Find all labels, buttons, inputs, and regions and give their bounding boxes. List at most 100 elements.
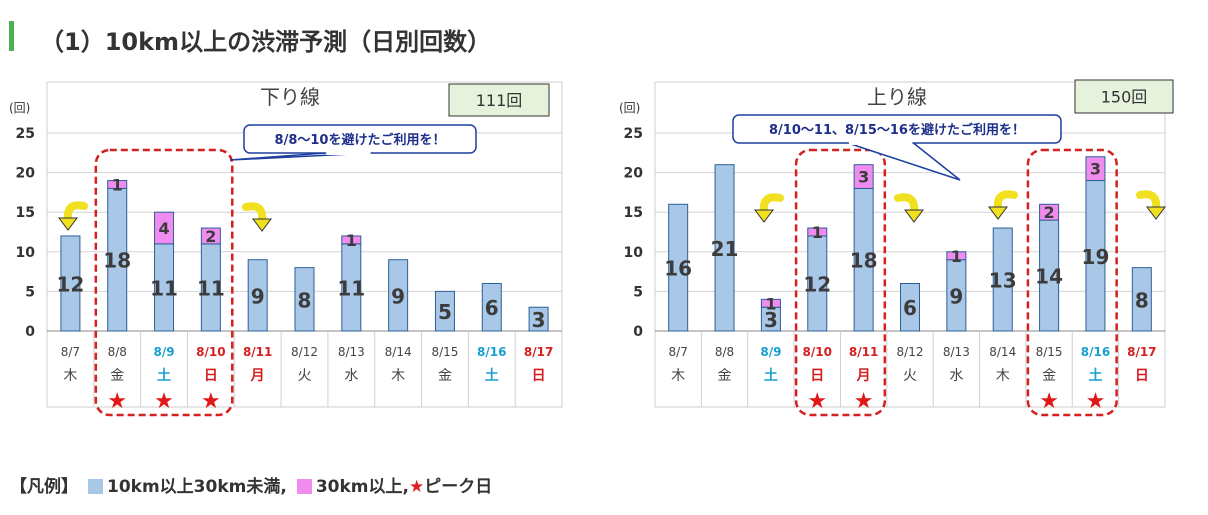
- x-weekday-label: 火: [298, 368, 312, 384]
- data-label-low: 11: [337, 276, 365, 300]
- data-label-high: 4: [158, 219, 169, 238]
- bar-segment-high: [200, 227, 221, 245]
- data-label-low: 14: [1035, 265, 1063, 289]
- x-weekday-label: 木: [996, 368, 1010, 384]
- x-tick-label: 8/16: [1081, 345, 1110, 359]
- chart-frame: [46, 81, 563, 408]
- legend-swatch-high: [296, 479, 312, 494]
- x-weekday-label: 日: [532, 368, 546, 384]
- peak-highlight-box: [794, 148, 887, 417]
- data-label-low: 8: [298, 288, 312, 312]
- y-tick-label: 0: [633, 324, 643, 340]
- data-label-low: 12: [803, 272, 831, 296]
- bar-segment-high: [1085, 156, 1106, 182]
- data-label-low: 18: [850, 249, 878, 273]
- x-tick-label: 8/10: [196, 345, 225, 359]
- x-weekday-label: 金: [1042, 368, 1056, 384]
- y-axis-label: (回): [9, 101, 30, 115]
- bar-segment-low: [60, 235, 81, 332]
- bar-segment-high: [760, 298, 781, 308]
- data-label-low: 5: [438, 300, 452, 324]
- data-label-low: 11: [197, 276, 225, 300]
- bar-segment-low: [247, 259, 268, 332]
- bar-segment-low: [481, 282, 502, 332]
- x-weekday-label: 土: [485, 367, 499, 384]
- x-weekday-label: 土: [157, 367, 171, 384]
- curved-arrow-icon: [894, 193, 919, 216]
- legend-item-high: 30km以上: [315, 477, 403, 497]
- data-label-high: 2: [205, 227, 216, 246]
- x-weekday-label: 木: [391, 368, 405, 384]
- bar-segment-high: [154, 211, 175, 245]
- curved-arrow-icon-head: [252, 218, 272, 232]
- x-weekday-label: 水: [344, 368, 358, 384]
- y-tick-label: 0: [25, 324, 35, 340]
- data-label-high: 2: [1044, 203, 1055, 222]
- callout-pointer: [229, 152, 372, 161]
- x-tick-label: 8/12: [897, 345, 924, 359]
- peak-star-icon: ★: [807, 389, 827, 414]
- y-tick-label: 5: [633, 284, 643, 300]
- callout-join: [848, 141, 913, 145]
- peak-star-icon: ★: [107, 389, 127, 414]
- peak-highlight-box: [94, 148, 234, 417]
- peak-star-icon: ★: [1039, 389, 1059, 414]
- curved-arrow-icon-head: [988, 206, 1008, 220]
- x-tick-label: 8/13: [338, 345, 365, 359]
- total-box: [448, 83, 550, 117]
- x-tick-label: 8/17: [524, 345, 553, 359]
- legend-item-low: 10km以上30km未満: [107, 477, 281, 497]
- callout-pointer: [847, 142, 961, 181]
- curved-arrow-icon: [993, 190, 1018, 213]
- data-label-high: 3: [858, 168, 869, 187]
- bar-segment-low: [294, 267, 315, 332]
- callout-text: 8/8～10を避けたご利用を！: [275, 132, 446, 148]
- legend-item-peak: ピーク日: [424, 477, 493, 497]
- data-label-low: 11: [150, 276, 178, 300]
- bar-segment-high: [107, 180, 128, 189]
- page-title: （1）10km以上の渋滞予測（日別回数）: [40, 28, 492, 56]
- curved-arrow-icon: [63, 201, 88, 224]
- x-weekday-label: 木: [63, 368, 77, 384]
- data-label-low: 3: [764, 308, 778, 332]
- x-tick-label: 8/7: [669, 345, 688, 359]
- legend-prefix: 【凡例】: [10, 477, 78, 497]
- curved-arrow-icon-head: [1146, 206, 1166, 220]
- x-weekday-label: 木: [671, 368, 685, 384]
- x-tick-label: 8/8: [715, 345, 734, 359]
- bar-segment-high: [853, 164, 874, 189]
- y-tick-label: 25: [16, 126, 35, 142]
- heading-accent-bar: [9, 21, 14, 51]
- curved-arrow-icon: [759, 193, 784, 216]
- data-label-low: 3: [532, 308, 546, 332]
- star-icon: ★: [408, 477, 425, 497]
- chart-title: 上り線: [867, 85, 927, 109]
- y-tick-label: 15: [16, 205, 35, 221]
- bar-segment-low: [900, 282, 920, 332]
- legend-comma: ,: [280, 477, 287, 497]
- x-weekday-label: 土: [1088, 367, 1102, 384]
- total-box: [1074, 79, 1174, 114]
- x-tick-label: 8/13: [943, 345, 970, 359]
- data-label-low: 9: [251, 284, 265, 308]
- x-weekday-label: 日: [810, 368, 824, 384]
- x-weekday-label: 火: [903, 368, 917, 384]
- x-weekday-label: 水: [949, 368, 963, 384]
- curved-arrow-icon: [1136, 190, 1161, 213]
- x-weekday-label: 金: [438, 368, 452, 384]
- x-tick-label: 8/17: [1127, 345, 1156, 359]
- x-tick-label: 8/10: [803, 345, 832, 359]
- x-weekday-label: 金: [718, 368, 732, 384]
- x-tick-label: 8/11: [243, 345, 272, 359]
- x-tick-label: 8/9: [153, 345, 174, 359]
- legend-swatch-low: [88, 479, 103, 494]
- y-tick-label: 10: [16, 245, 36, 261]
- y-tick-label: 10: [624, 245, 644, 261]
- data-label-high: 1: [112, 175, 123, 194]
- peak-star-icon: ★: [154, 389, 174, 414]
- bar-segment-high: [1039, 203, 1060, 221]
- data-label-low: 21: [711, 237, 739, 261]
- peak-highlight-box: [1026, 148, 1118, 417]
- data-label-low: 6: [485, 296, 499, 320]
